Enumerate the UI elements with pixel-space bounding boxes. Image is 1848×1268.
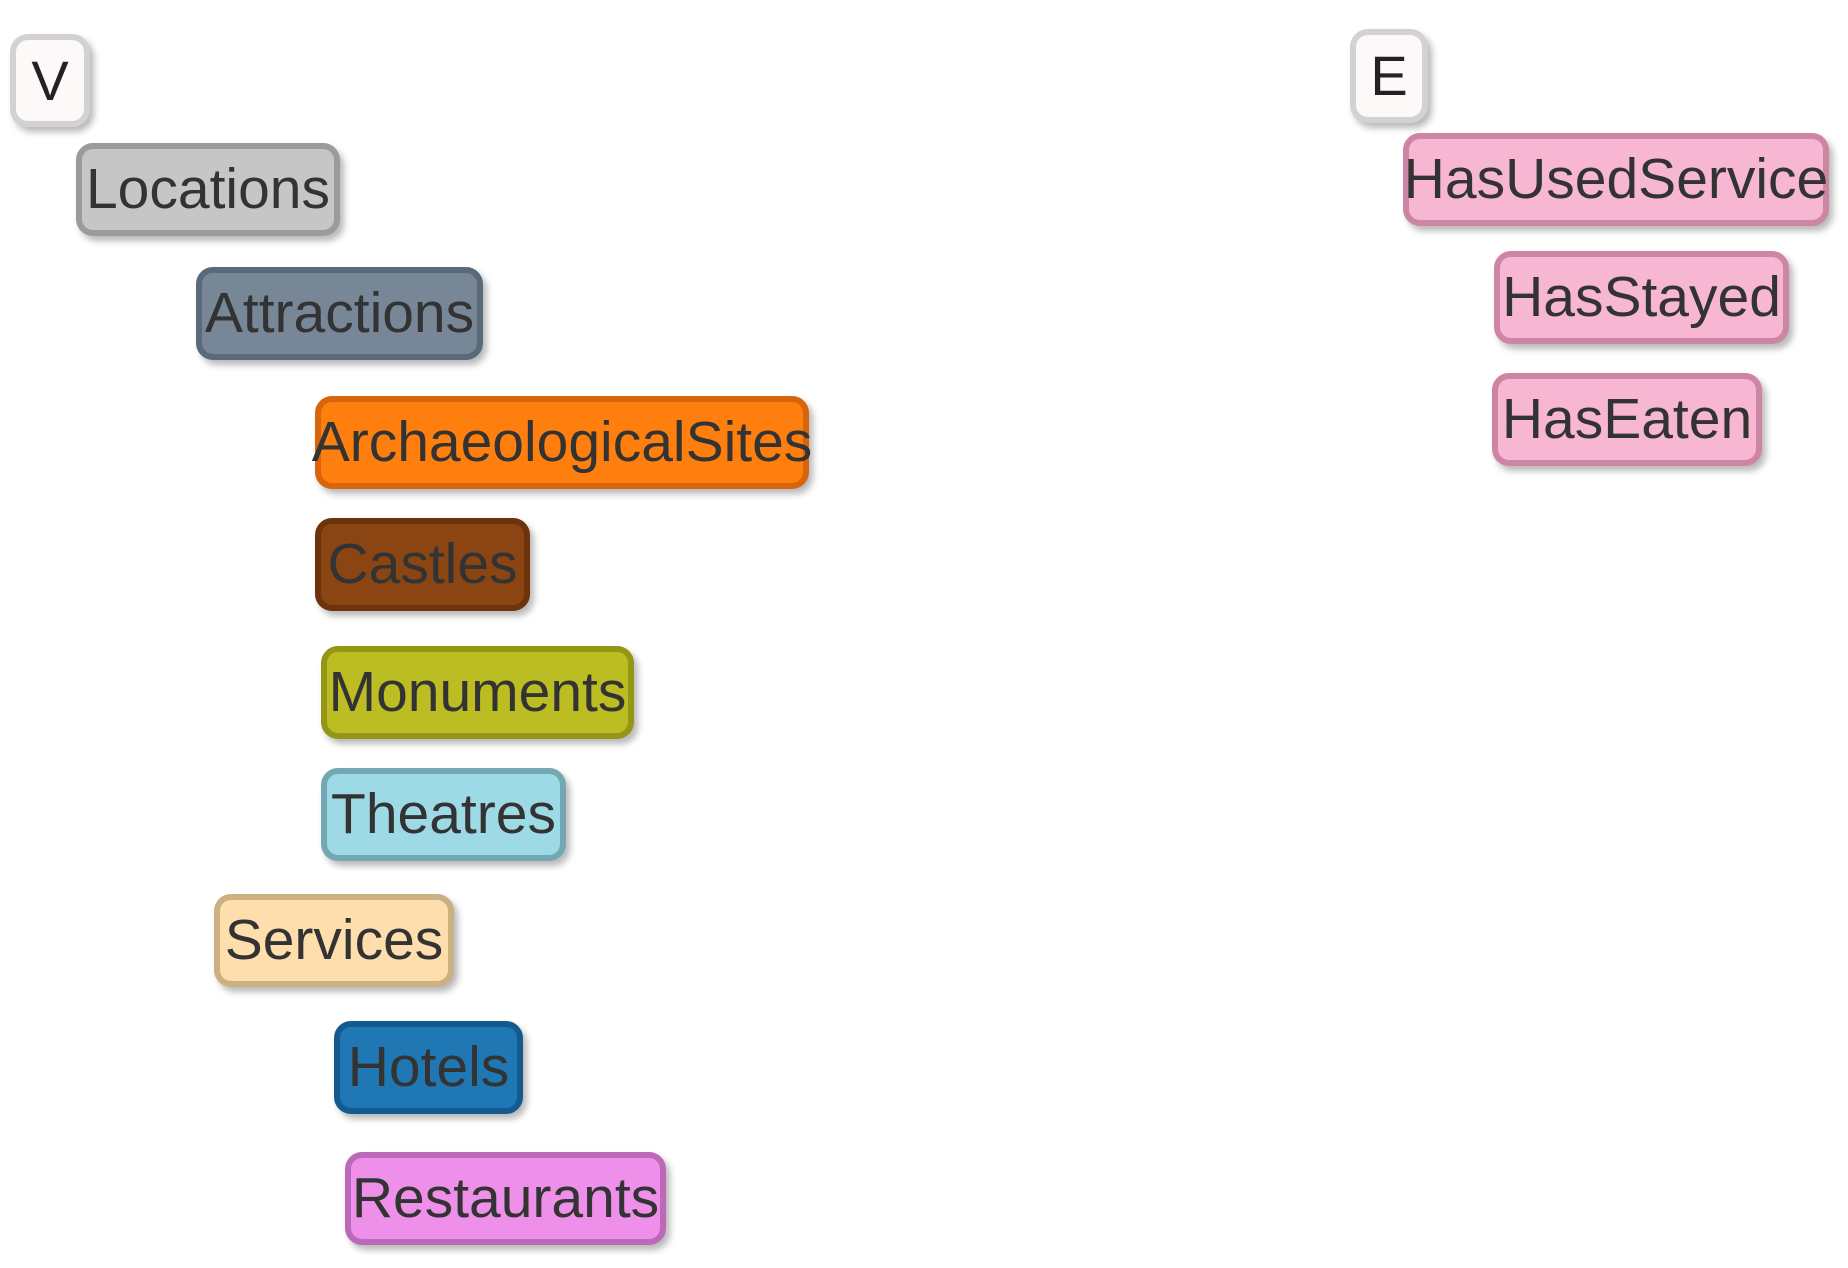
vertex-node-locations[interactable]: Locations [76, 143, 340, 236]
edge-node-has-stayed[interactable]: HasStayed [1494, 251, 1789, 344]
edge-node-has-used-service[interactable]: HasUsedService [1403, 133, 1829, 226]
vertex-node-restaurants[interactable]: Restaurants [345, 1152, 666, 1245]
edge-node-has-eaten[interactable]: HasEaten [1492, 373, 1762, 466]
vertex-node-services[interactable]: Services [214, 894, 454, 987]
vertex-node-monuments[interactable]: Monuments [321, 646, 634, 739]
vertex-node-archaeological-sites[interactable]: ArchaeologicalSites [312, 396, 812, 489]
edge-root-node[interactable]: E [1350, 29, 1428, 123]
vertex-root-node[interactable]: V [10, 34, 90, 127]
vertex-node-attractions[interactable]: Attractions [196, 267, 483, 360]
vertex-node-hotels[interactable]: Hotels [334, 1021, 523, 1114]
vertex-node-castles[interactable]: Castles [315, 518, 530, 611]
vertex-node-theatres[interactable]: Theatres [321, 768, 566, 861]
